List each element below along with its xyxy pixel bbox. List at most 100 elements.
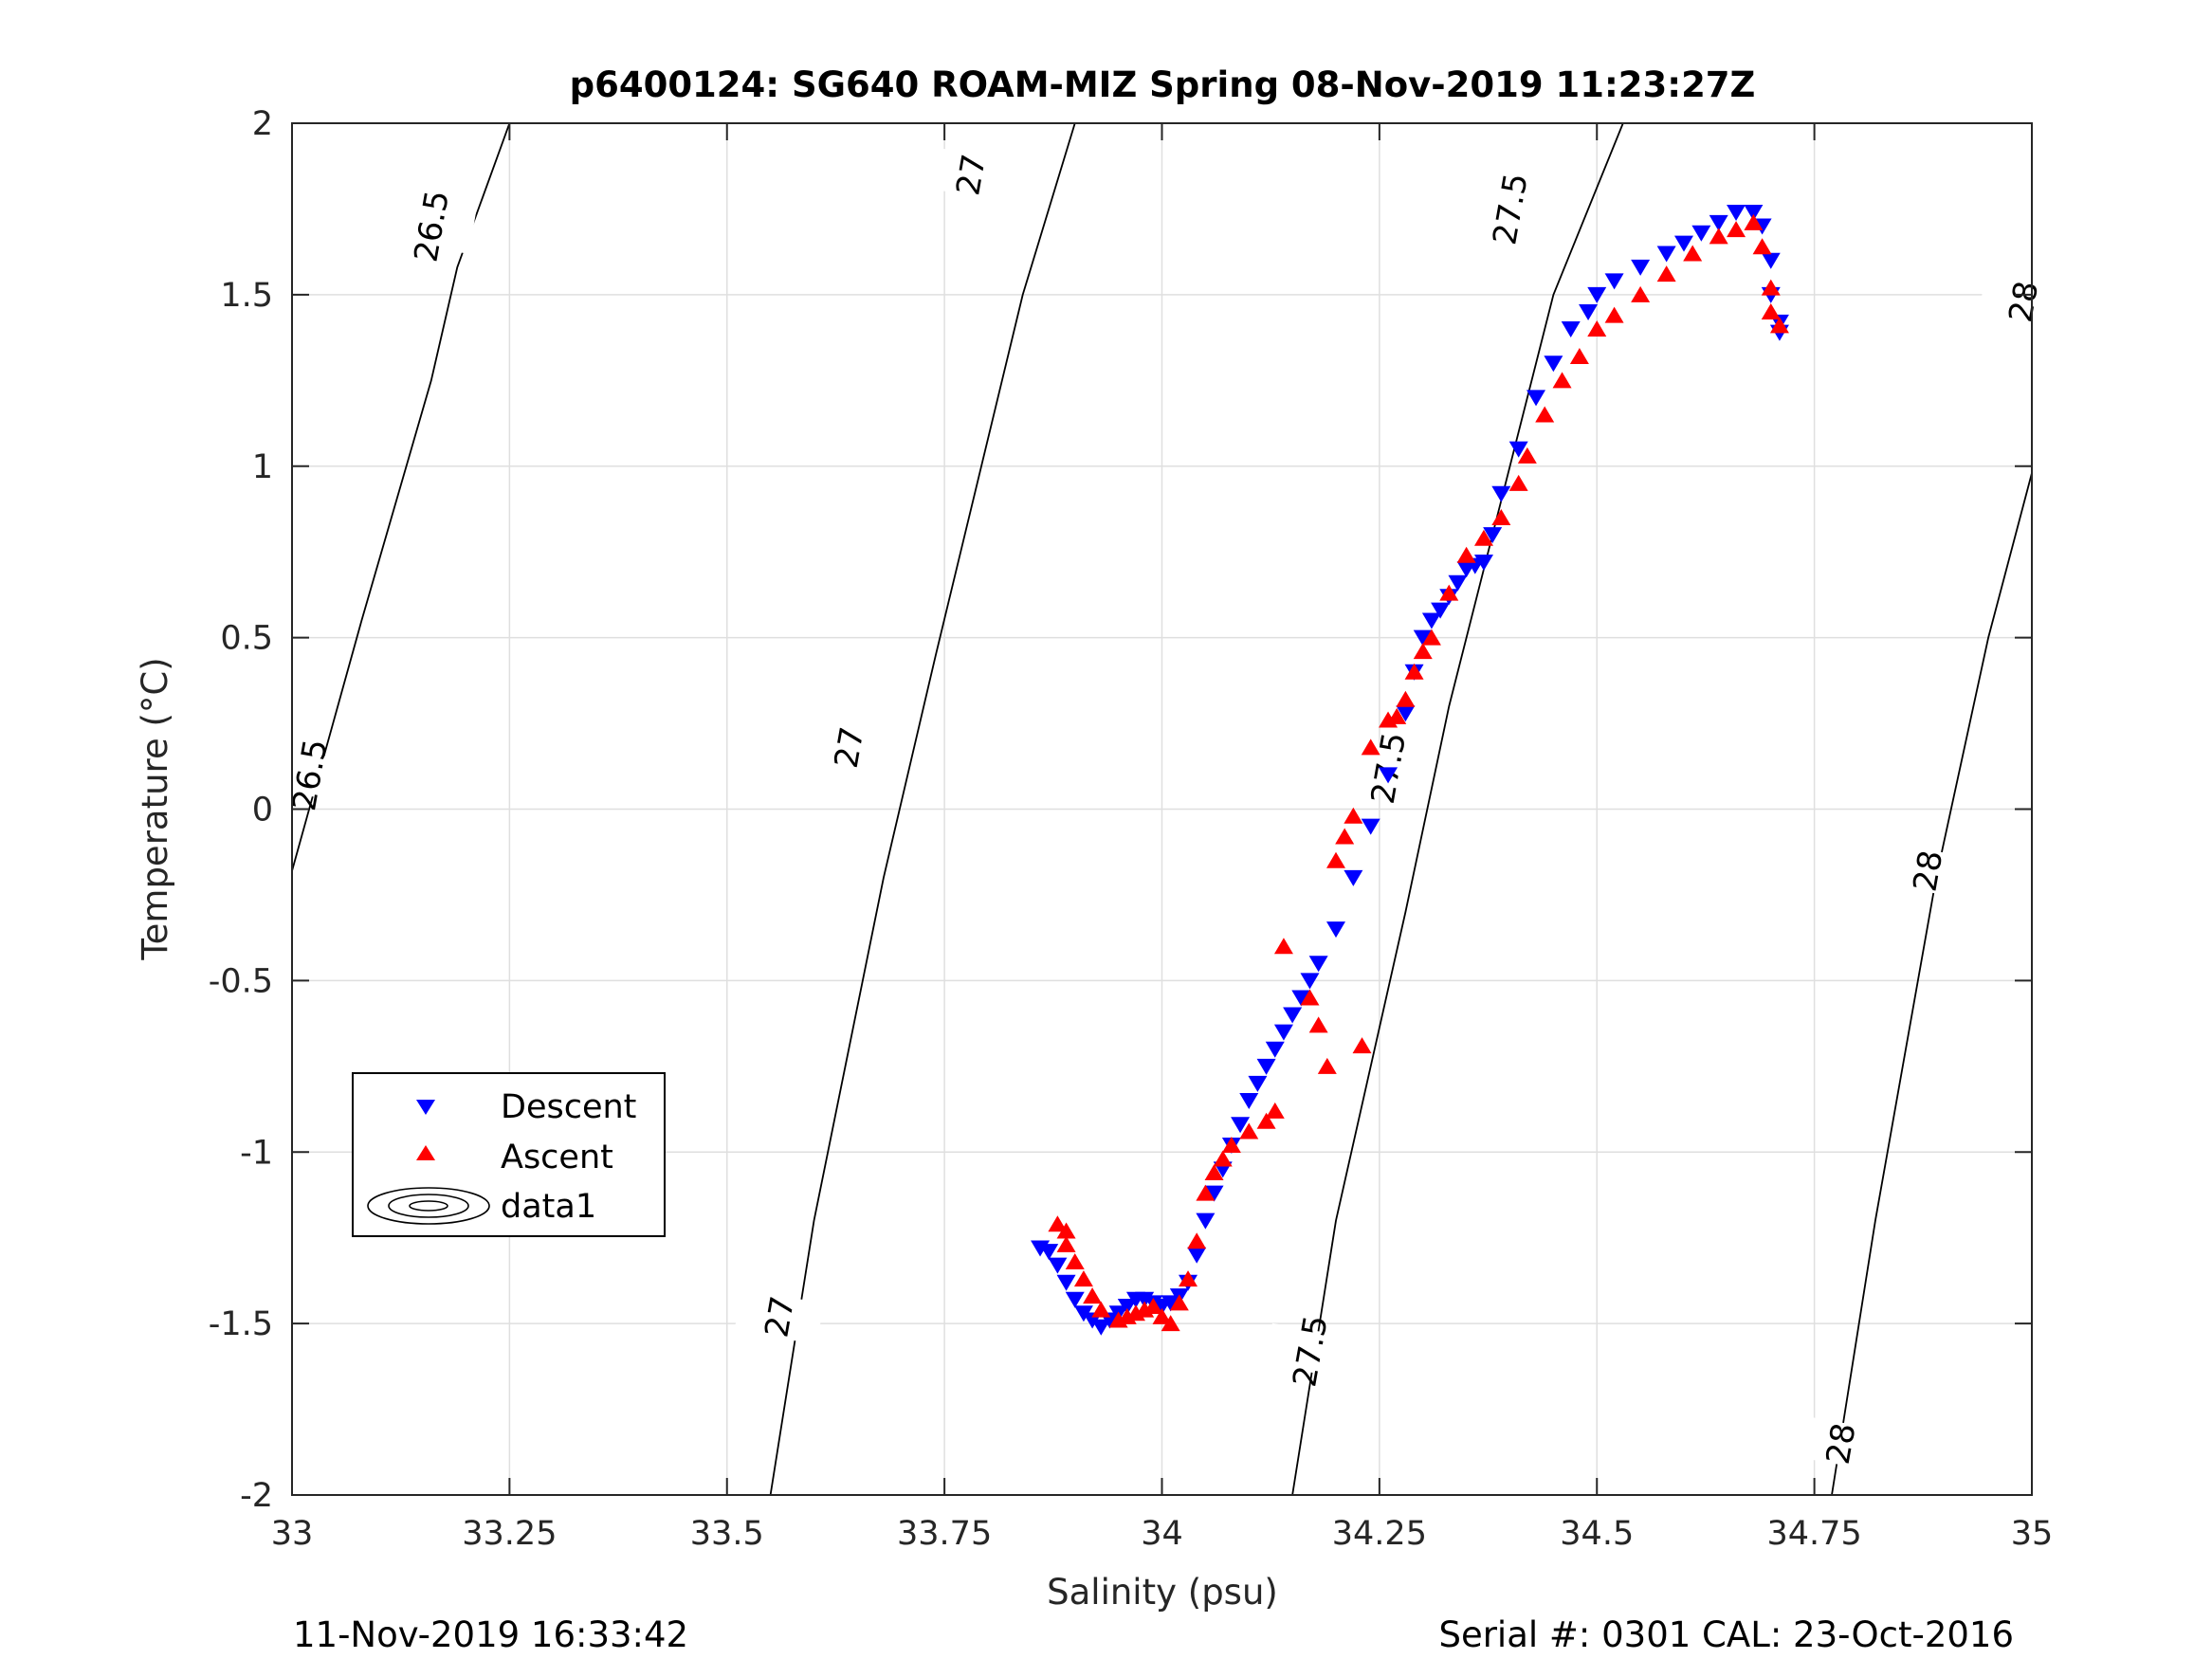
contour-label: 27 bbox=[828, 724, 872, 772]
descent-point bbox=[1544, 356, 1563, 373]
descent-point bbox=[1231, 1117, 1251, 1134]
ascent-point bbox=[1300, 989, 1320, 1006]
descent-point bbox=[1291, 990, 1311, 1007]
x-tick-label: 34.25 bbox=[1332, 1515, 1427, 1553]
ascent-point bbox=[1517, 447, 1537, 464]
legend-descent-label: Descent bbox=[501, 1088, 636, 1126]
contour-label-bg bbox=[1882, 843, 1973, 899]
ascent-point bbox=[1265, 1102, 1285, 1119]
ascent-point bbox=[1396, 690, 1416, 707]
contour-label-bg bbox=[386, 198, 476, 254]
ascent-point bbox=[1083, 1287, 1103, 1304]
legend-box bbox=[352, 1072, 666, 1237]
ascent-point bbox=[1491, 509, 1511, 526]
descent-point bbox=[1631, 259, 1651, 276]
ascent-point bbox=[1473, 529, 1493, 546]
ascent-point bbox=[1308, 1016, 1328, 1033]
legend-contour-label: data1 bbox=[501, 1188, 596, 1226]
contour-label-bg bbox=[1465, 181, 1555, 237]
descent-point bbox=[1265, 1041, 1285, 1058]
descent-point bbox=[1117, 1299, 1137, 1316]
descent-point bbox=[1448, 574, 1468, 592]
x-axis-label: Salinity (psu) bbox=[1047, 1572, 1278, 1613]
contour-label-bg bbox=[1978, 273, 2068, 330]
y-tick-label: 0.5 bbox=[220, 620, 273, 658]
descent-point bbox=[1491, 485, 1511, 502]
y-tick-label: -1 bbox=[240, 1134, 273, 1172]
y-tick-label: 1.5 bbox=[220, 277, 273, 315]
ascent-point bbox=[1421, 629, 1441, 646]
descent-point bbox=[1379, 767, 1398, 784]
contour-label: 28 bbox=[2002, 279, 2046, 326]
ascent-point bbox=[1604, 306, 1624, 323]
x-tick-label: 33.5 bbox=[690, 1515, 764, 1553]
descent-point bbox=[1239, 1092, 1259, 1109]
ascent-point bbox=[1073, 1270, 1093, 1287]
x-tick-label: 34.5 bbox=[1560, 1515, 1634, 1553]
descent-point bbox=[1326, 921, 1345, 939]
y-tick-label: -1.5 bbox=[209, 1305, 273, 1343]
ascent-point bbox=[1683, 245, 1703, 262]
descent-point bbox=[1413, 629, 1433, 647]
ascent-point bbox=[1709, 228, 1728, 245]
ascent-point bbox=[1056, 1222, 1076, 1239]
contour-label: 26.5 bbox=[408, 188, 458, 264]
legend-contour-marker bbox=[367, 1187, 490, 1225]
y-tick-label: -0.5 bbox=[209, 962, 273, 1000]
ascent-point bbox=[1413, 643, 1433, 660]
contour-label-bg bbox=[925, 146, 1015, 203]
ascent-point bbox=[1569, 347, 1589, 364]
descent-point bbox=[1039, 1244, 1059, 1261]
grid-lines bbox=[291, 122, 2033, 1496]
contour-line-27-5 bbox=[1291, 123, 1624, 1495]
ascent-point bbox=[1169, 1294, 1189, 1311]
descent-point bbox=[1308, 956, 1328, 973]
descent-point bbox=[1691, 225, 1711, 242]
contour-label-bg bbox=[1795, 1415, 1886, 1472]
x-axis-ticks: 33 33.25 33.5 33.75 34 34.25 34.5 34.75 35 bbox=[271, 123, 2053, 1553]
descent-point bbox=[1483, 527, 1503, 544]
ascent-point bbox=[1152, 1307, 1172, 1324]
descent-point bbox=[1196, 1212, 1216, 1230]
y-tick-label: 0 bbox=[252, 792, 273, 830]
descent-point bbox=[1065, 1291, 1085, 1308]
ascent-point bbox=[1631, 285, 1651, 302]
ascent-point bbox=[1761, 302, 1781, 319]
descent-point bbox=[1300, 973, 1320, 990]
ascent-point bbox=[1335, 828, 1355, 845]
descent-point bbox=[1579, 303, 1599, 320]
legend-descent-marker bbox=[416, 1100, 435, 1115]
ascent-point bbox=[1256, 1112, 1276, 1129]
ascent-point bbox=[1048, 1215, 1068, 1232]
descent-point bbox=[1473, 555, 1493, 572]
descent-point bbox=[1761, 252, 1781, 269]
y-axis-label: Temperature (°C) bbox=[135, 657, 175, 960]
descent-point bbox=[1709, 214, 1728, 231]
x-tick-label: 33 bbox=[271, 1515, 314, 1553]
ascent-point bbox=[1344, 807, 1363, 824]
ascent-point bbox=[1091, 1301, 1111, 1318]
ascent-point bbox=[1769, 317, 1789, 334]
ascent-point bbox=[1535, 406, 1555, 423]
contour-label: 28 bbox=[1906, 848, 1950, 895]
footer-serial: Serial #: 0301 CAL: 23-Oct-2016 bbox=[1438, 1614, 2014, 1655]
descent-point bbox=[1283, 1007, 1303, 1024]
contour-line-27 bbox=[769, 123, 1076, 1495]
y-tick-label: 1 bbox=[252, 448, 273, 486]
ascent-point bbox=[1656, 265, 1676, 283]
ascent-point bbox=[1387, 707, 1407, 724]
ascent-point bbox=[1221, 1137, 1241, 1154]
descent-point bbox=[1674, 235, 1693, 252]
legend-ascent-label: Ascent bbox=[501, 1139, 613, 1176]
descent-point bbox=[1727, 205, 1746, 222]
contour-label: 27 bbox=[758, 1293, 802, 1340]
ascent-point bbox=[1196, 1184, 1216, 1201]
ascent-point bbox=[1273, 938, 1293, 955]
ascent-point bbox=[1187, 1232, 1207, 1249]
contour-label: 27 bbox=[949, 152, 994, 199]
ascent-point bbox=[1552, 372, 1572, 389]
descent-point bbox=[1431, 602, 1451, 619]
ascent-point bbox=[1239, 1122, 1259, 1139]
footer-timestamp: 11-Nov-2019 16:33:42 bbox=[293, 1614, 688, 1655]
contour-label: 28 bbox=[1819, 1420, 1864, 1468]
